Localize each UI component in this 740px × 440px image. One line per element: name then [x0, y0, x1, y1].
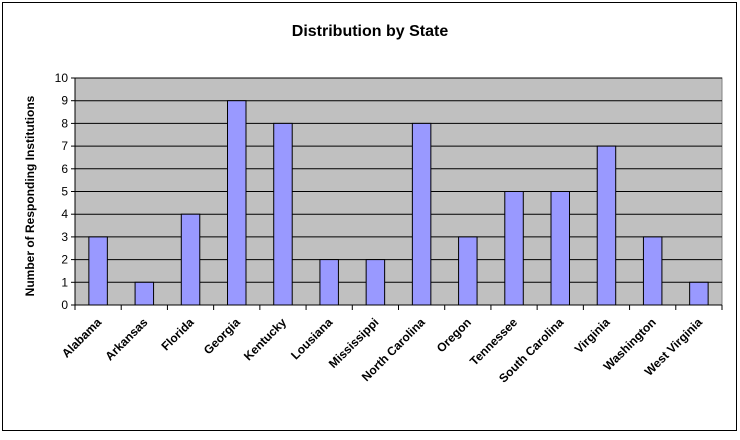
- bar: [642, 236, 663, 306]
- bar: [273, 122, 293, 306]
- y-tick-label: 0: [61, 298, 68, 312]
- y-tick-label: 5: [61, 185, 68, 199]
- bar: [596, 145, 617, 306]
- y-tick-label: 8: [61, 116, 68, 130]
- axes: [74, 78, 722, 306]
- y-tick-labels: 0 1 2 3 4 5 6 7 8 9 10: [55, 71, 69, 312]
- y-tick-label: 2: [61, 253, 68, 267]
- bar: [319, 259, 339, 306]
- bar: [180, 213, 201, 306]
- bar: [504, 191, 524, 306]
- y-tick-label: 6: [61, 162, 68, 176]
- bar: [689, 281, 709, 306]
- y-axis-label: Number of Responding Institutions: [23, 95, 37, 296]
- bar: [227, 100, 247, 306]
- bar: [458, 236, 478, 306]
- y-tick-label: 10: [55, 71, 69, 85]
- y-tick-label: 4: [61, 207, 68, 221]
- bar: [550, 191, 570, 306]
- bar: [134, 281, 155, 306]
- bar: [365, 259, 386, 306]
- bar: [88, 236, 108, 306]
- bar: [411, 122, 432, 306]
- y-tick-label: 7: [61, 139, 68, 153]
- y-tick-label: 9: [61, 94, 68, 108]
- y-tick-label: 1: [61, 275, 68, 289]
- chart-title: Distribution by State: [292, 23, 449, 40]
- y-tick-label: 3: [61, 230, 68, 244]
